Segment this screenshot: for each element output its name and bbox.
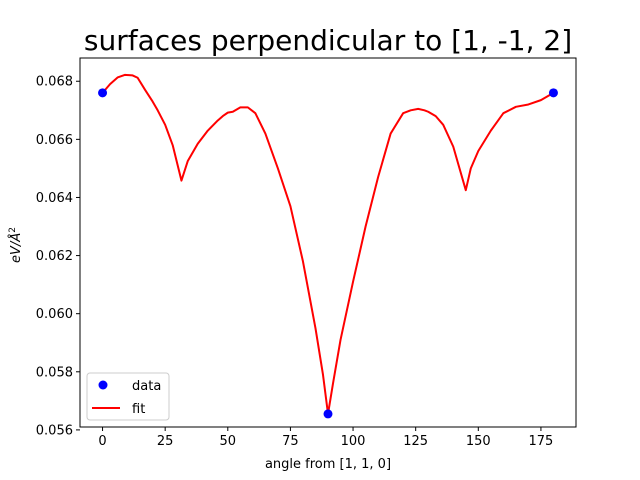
series-line-fit [101, 73, 554, 415]
axes-frame [79, 57, 577, 428]
y-tick-label-6: 0.068 [36, 75, 73, 90]
y-tick-label-2: 0.060 [36, 307, 73, 322]
x-axis-label: angle from [1, 1, 0] [265, 457, 391, 472]
y-tick-label-3: 0.062 [36, 249, 73, 264]
x-tick-label-150: 150 [466, 434, 491, 449]
x-tick-label-0: 0 [98, 434, 106, 449]
y-axis-label-base: eV/Å [8, 233, 24, 263]
chart-title: surfaces perpendicular to [1, -1, 2] [84, 24, 572, 57]
data-point-data-0 [98, 88, 108, 98]
plot-area: 0 25 50 75 100 125 150 175 0.056 0.058 0.060 0.062 0… [36, 57, 577, 449]
y-tick-label-0: 0.056 [36, 423, 73, 438]
x-tick-label-75: 75 [282, 434, 299, 449]
y-tick-label-1: 0.058 [36, 365, 73, 380]
x-tick-label-125: 125 [403, 434, 428, 449]
x-tick-label-100: 100 [341, 434, 366, 449]
legend-marker-data [98, 380, 108, 390]
x-tick-label-175: 175 [529, 434, 554, 449]
legend-label-fit: fit [132, 402, 145, 417]
y-tick-label-4: 0.064 [36, 191, 73, 206]
data-point-data-2 [548, 88, 558, 98]
y-tick-label-5: 0.066 [36, 133, 73, 148]
data-point-data-1 [323, 409, 333, 419]
y-axis-label: eV/Å2 [8, 227, 24, 263]
x-tick-label-50: 50 [220, 434, 237, 449]
x-tick-label-25: 25 [157, 434, 174, 449]
legend-label-data: data [132, 379, 161, 394]
y-axis-label-exponent: 2 [8, 227, 18, 233]
